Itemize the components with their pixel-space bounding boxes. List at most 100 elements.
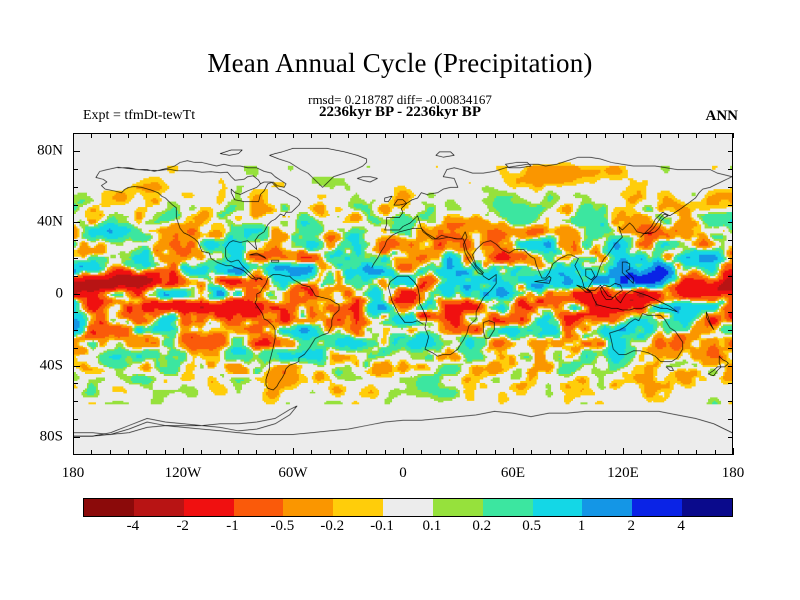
- x-tick-minor: [91, 450, 93, 455]
- page-title: Mean Annual Cycle (Precipitation): [207, 48, 593, 78]
- y-tick-major: [73, 294, 80, 295]
- x-tick-minor: [549, 133, 551, 138]
- x-tick-minor: [366, 450, 368, 455]
- colorbar-swatch: [632, 499, 683, 516]
- season-label: ANN: [705, 108, 739, 124]
- x-tick-minor: [678, 133, 679, 138]
- colorbar-tick-label: 0.1: [422, 518, 442, 534]
- x-tick-minor: [348, 450, 349, 455]
- x-tick-minor: [219, 133, 221, 138]
- y-tick-minor: [728, 276, 733, 278]
- y-tick-minor: [73, 168, 78, 170]
- x-tick-minor: [476, 450, 478, 455]
- x-tick-minor: [238, 133, 239, 138]
- y-tick-minor: [728, 222, 733, 224]
- y-tick-minor: [73, 347, 78, 349]
- colorbar: [83, 498, 733, 517]
- x-tick-minor: [494, 133, 496, 138]
- x-axis-label: 0: [399, 465, 407, 481]
- x-tick-minor: [476, 133, 478, 138]
- x-tick-minor: [678, 450, 679, 455]
- x-tick-minor: [384, 133, 386, 138]
- y-tick-minor: [73, 401, 78, 403]
- y-tick-minor: [73, 329, 78, 331]
- x-axis-label: 120W: [164, 465, 202, 481]
- y-tick-minor: [728, 204, 733, 206]
- y-tick-minor: [728, 437, 733, 439]
- y-tick-minor: [728, 383, 733, 385]
- y-tick-minor: [73, 240, 78, 242]
- colorbar-swatch: [84, 499, 134, 516]
- colorbar-tick-label: -0.5: [270, 518, 295, 534]
- x-tick-minor: [238, 450, 239, 455]
- x-tick-minor: [91, 133, 93, 138]
- x-axis-label: 180: [61, 465, 85, 481]
- x-tick-minor: [164, 133, 166, 138]
- y-tick-major: [73, 150, 80, 152]
- y-tick-minor: [73, 383, 78, 385]
- y-tick-minor: [728, 329, 733, 331]
- colorbar-tick-label: 1: [577, 518, 586, 534]
- colorbar-tick-label: -0.2: [320, 518, 345, 534]
- x-tick-minor: [568, 133, 569, 138]
- colorbar-tick-label: 0.2: [472, 518, 492, 534]
- x-tick-minor: [109, 133, 111, 138]
- x-tick-minor: [274, 133, 276, 138]
- x-tick-minor: [329, 450, 331, 455]
- x-tick-minor: [146, 450, 148, 455]
- x-tick-major: [403, 448, 404, 455]
- y-tick-major: [73, 437, 80, 439]
- x-tick-minor: [714, 133, 716, 138]
- x-tick-minor: [696, 450, 698, 455]
- y-tick-minor: [73, 276, 78, 278]
- x-tick-minor: [421, 133, 423, 138]
- x-tick-minor: [109, 450, 111, 455]
- x-tick-minor: [696, 133, 698, 138]
- x-tick-major: [513, 448, 514, 455]
- x-tick-minor: [146, 133, 148, 138]
- y-tick-minor: [728, 186, 733, 188]
- x-tick-minor: [568, 450, 569, 455]
- colorbar-tick-label: 0.5: [522, 518, 541, 534]
- colorbar-swatch: [482, 499, 533, 516]
- y-tick-minor: [73, 186, 78, 188]
- colorbar-swatch: [582, 499, 633, 516]
- y-tick-minor: [73, 258, 78, 260]
- experiment-label: Expt = tfmDt-tewTt: [83, 108, 196, 123]
- x-tick-minor: [586, 450, 588, 455]
- colorbar-swatch: [133, 499, 184, 516]
- y-tick-minor: [73, 204, 78, 206]
- colorbar-swatch: [233, 499, 284, 516]
- x-tick-minor: [641, 450, 643, 455]
- y-axis-label: 40S: [39, 357, 63, 374]
- x-tick-minor: [329, 133, 331, 138]
- colorbar-swatch: [183, 499, 234, 516]
- y-tick-major: [73, 222, 80, 224]
- colorbar-tick-label: -4: [126, 518, 140, 534]
- colorbar-swatch: [283, 499, 334, 516]
- x-tick-minor: [659, 450, 661, 455]
- y-tick-minor: [728, 150, 733, 152]
- x-tick-minor: [256, 450, 258, 455]
- x-tick-minor: [183, 133, 184, 138]
- y-tick-minor: [728, 347, 733, 349]
- y-tick-minor: [73, 419, 78, 421]
- x-tick-minor: [458, 133, 459, 138]
- x-tick-minor: [348, 133, 349, 138]
- x-tick-minor: [421, 450, 423, 455]
- x-tick-minor: [623, 133, 624, 138]
- y-tick-minor: [728, 240, 733, 242]
- x-tick-minor: [659, 133, 661, 138]
- x-tick-minor: [164, 450, 166, 455]
- y-axis-label: 80N: [37, 142, 63, 159]
- colorbar-swatch: [682, 499, 732, 516]
- x-tick-minor: [641, 133, 643, 138]
- x-axis-label: 180: [721, 465, 745, 481]
- x-axis-label: 60E: [500, 465, 526, 481]
- colorbar-tick-label: -0.1: [370, 518, 394, 534]
- x-tick-minor: [586, 133, 588, 138]
- x-tick-minor: [439, 133, 441, 138]
- x-tick-minor: [219, 450, 221, 455]
- x-tick-minor: [604, 450, 606, 455]
- x-tick-major: [733, 448, 734, 455]
